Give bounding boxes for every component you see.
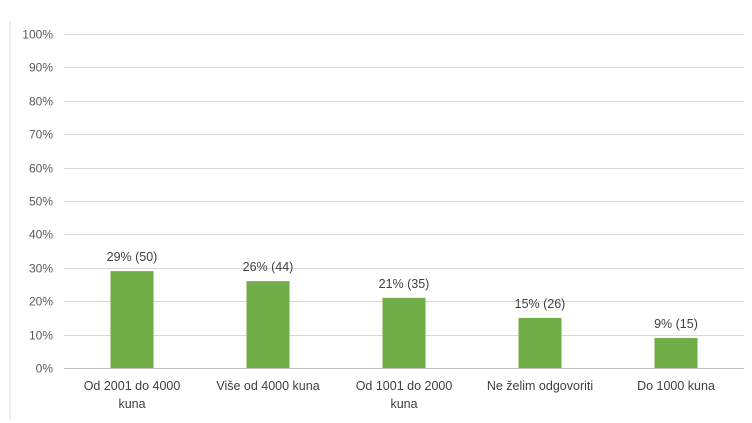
y-tick-label: 40% <box>29 228 53 242</box>
category-label: Ne želim odgovoriti <box>487 379 593 393</box>
category-label: Od 2001 do 4000 <box>84 379 181 393</box>
bar <box>247 281 290 368</box>
bar <box>519 318 562 368</box>
y-tick-label: 100% <box>22 28 53 42</box>
bar <box>383 298 426 368</box>
y-tick-label: 90% <box>29 61 53 75</box>
y-tick-label: 10% <box>29 329 53 343</box>
y-tick-label: 80% <box>29 95 53 109</box>
category-label: Do 1000 kuna <box>637 379 715 393</box>
y-tick-label: 60% <box>29 162 53 176</box>
y-tick-label: 20% <box>29 295 53 309</box>
category-label: Više od 4000 kuna <box>216 379 319 393</box>
y-tick-label: 50% <box>29 195 53 209</box>
data-label: 9% (15) <box>654 317 698 331</box>
category-label: kuna <box>390 397 417 411</box>
y-tick-label: 30% <box>29 262 53 276</box>
data-label: 15% (26) <box>515 297 566 311</box>
y-tick-label: 0% <box>36 362 54 376</box>
y-tick-label: 70% <box>29 128 53 142</box>
bar <box>111 271 154 368</box>
category-label: kuna <box>118 397 145 411</box>
data-label: 21% (35) <box>379 277 430 291</box>
data-label: 29% (50) <box>107 250 158 264</box>
category-label: Od 1001 do 2000 <box>356 379 453 393</box>
bar <box>655 338 698 368</box>
data-label: 26% (44) <box>243 260 294 274</box>
